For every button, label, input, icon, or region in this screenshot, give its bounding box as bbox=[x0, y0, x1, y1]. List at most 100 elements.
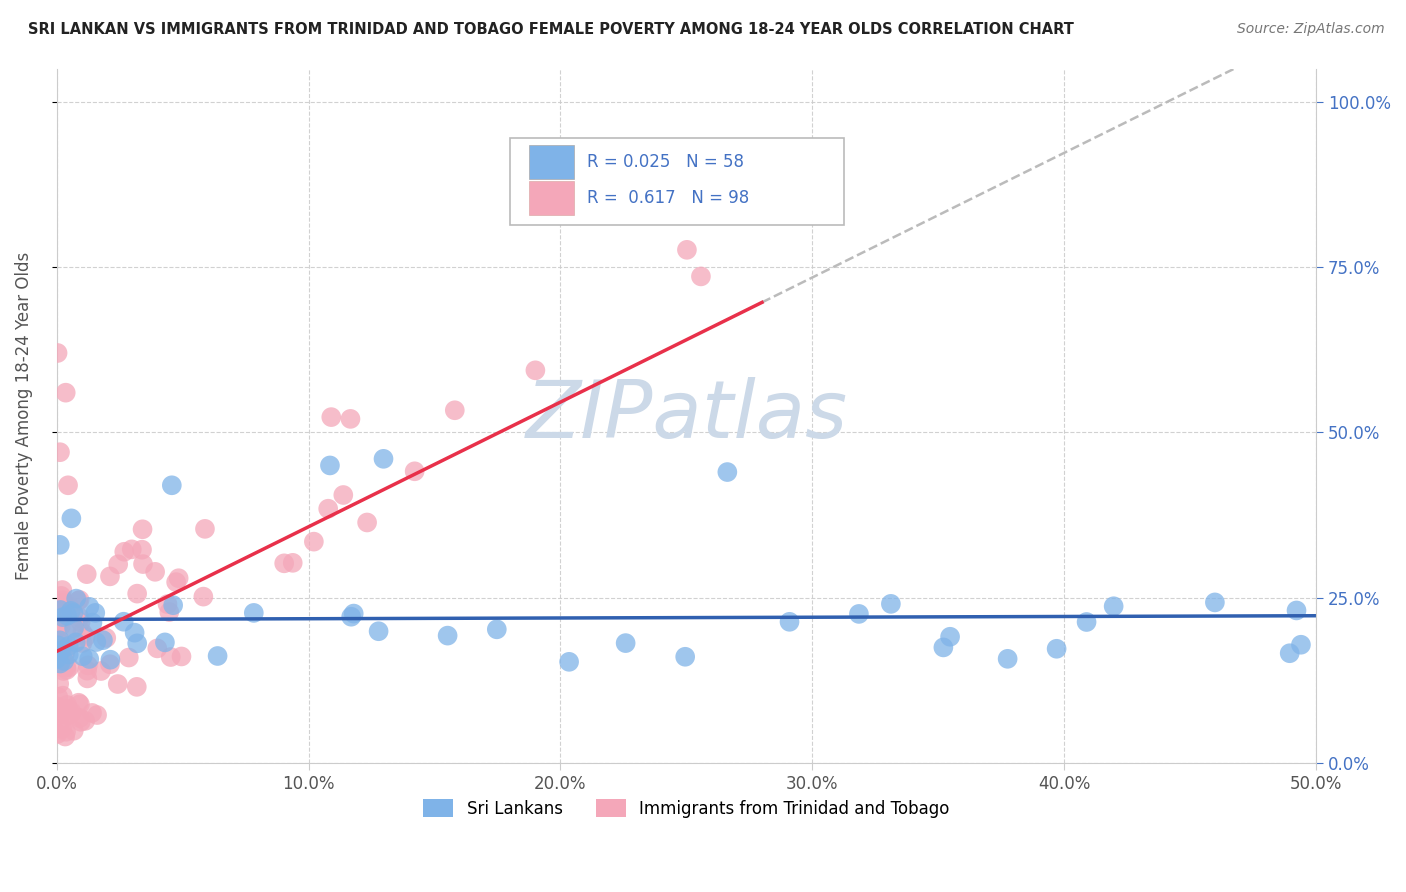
Point bbox=[343, 607, 366, 621]
Point bbox=[162, 598, 184, 612]
Point bbox=[69, 593, 91, 607]
Point bbox=[98, 569, 121, 583]
Point bbox=[69, 714, 91, 729]
Point bbox=[127, 587, 149, 601]
Point bbox=[125, 680, 148, 694]
Point bbox=[156, 597, 179, 611]
Point bbox=[58, 648, 80, 662]
Point bbox=[939, 630, 962, 644]
Point bbox=[319, 458, 342, 473]
Point bbox=[367, 624, 389, 639]
Point bbox=[1278, 646, 1301, 660]
Point bbox=[485, 623, 508, 637]
Point bbox=[127, 636, 149, 650]
Point bbox=[193, 590, 215, 604]
Point bbox=[62, 723, 84, 738]
Point bbox=[67, 594, 90, 608]
Point bbox=[59, 604, 82, 618]
Point bbox=[52, 611, 75, 625]
Point bbox=[121, 542, 143, 557]
Point bbox=[58, 639, 80, 653]
Point bbox=[58, 707, 80, 722]
Legend: Sri Lankans, Immigrants from Trinidad and Tobago: Sri Lankans, Immigrants from Trinidad an… bbox=[416, 793, 956, 824]
Point bbox=[273, 557, 295, 571]
Point bbox=[69, 610, 91, 624]
Point bbox=[56, 702, 79, 716]
Point bbox=[98, 657, 121, 672]
Point bbox=[60, 511, 83, 525]
Point bbox=[339, 412, 361, 426]
Y-axis label: Female Poverty Among 18-24 Year Olds: Female Poverty Among 18-24 Year Olds bbox=[15, 252, 32, 580]
Point bbox=[55, 625, 77, 640]
Point bbox=[340, 609, 363, 624]
Point bbox=[614, 636, 637, 650]
Point bbox=[132, 557, 155, 571]
Point bbox=[53, 654, 76, 668]
Point bbox=[673, 649, 696, 664]
Point bbox=[1046, 641, 1069, 656]
Point bbox=[65, 635, 87, 649]
Point bbox=[60, 705, 83, 719]
Point bbox=[143, 565, 166, 579]
Point bbox=[716, 465, 738, 479]
Point bbox=[112, 545, 135, 559]
Point bbox=[49, 657, 72, 671]
Point bbox=[69, 711, 91, 725]
Point bbox=[52, 640, 75, 655]
Point bbox=[49, 648, 72, 662]
Point bbox=[55, 724, 77, 739]
Point bbox=[76, 664, 98, 678]
Point bbox=[118, 650, 141, 665]
Text: SRI LANKAN VS IMMIGRANTS FROM TRINIDAD AND TOBAGO FEMALE POVERTY AMONG 18-24 YEA: SRI LANKAN VS IMMIGRANTS FROM TRINIDAD A… bbox=[28, 22, 1074, 37]
Point bbox=[52, 610, 75, 624]
Point bbox=[100, 653, 122, 667]
Point bbox=[373, 451, 395, 466]
Point bbox=[46, 727, 69, 741]
Point bbox=[167, 571, 190, 585]
Point bbox=[76, 567, 98, 582]
Point bbox=[49, 603, 72, 617]
Point bbox=[53, 703, 76, 717]
Point bbox=[51, 722, 73, 736]
Point bbox=[107, 677, 129, 691]
Point bbox=[107, 558, 129, 572]
Point bbox=[82, 615, 104, 630]
Point bbox=[53, 730, 76, 744]
Point bbox=[49, 644, 72, 658]
Point bbox=[86, 708, 108, 723]
Point bbox=[58, 660, 80, 674]
Point bbox=[281, 556, 304, 570]
Point bbox=[75, 630, 97, 644]
Point bbox=[997, 652, 1019, 666]
FancyBboxPatch shape bbox=[529, 181, 574, 216]
Point bbox=[53, 646, 76, 660]
Point bbox=[157, 605, 180, 619]
Point bbox=[124, 625, 146, 640]
Point bbox=[77, 599, 100, 614]
Point bbox=[159, 650, 181, 665]
Point bbox=[91, 633, 114, 648]
Point bbox=[77, 658, 100, 673]
Point bbox=[443, 403, 465, 417]
Point bbox=[558, 655, 581, 669]
Point bbox=[1204, 595, 1226, 609]
Point bbox=[45, 699, 67, 714]
Point bbox=[131, 542, 153, 557]
Point bbox=[76, 672, 98, 686]
FancyBboxPatch shape bbox=[529, 145, 574, 179]
Point bbox=[52, 593, 75, 607]
Point bbox=[46, 690, 69, 704]
Point bbox=[80, 706, 103, 720]
Point bbox=[207, 648, 229, 663]
Point bbox=[62, 606, 84, 620]
Point bbox=[55, 663, 77, 677]
Point bbox=[51, 589, 73, 603]
Point bbox=[404, 464, 426, 478]
Point bbox=[52, 596, 75, 610]
Point bbox=[58, 599, 80, 614]
Point bbox=[1076, 615, 1098, 629]
Point bbox=[436, 629, 458, 643]
Point bbox=[332, 488, 354, 502]
Point bbox=[72, 636, 94, 650]
Point bbox=[49, 538, 72, 552]
